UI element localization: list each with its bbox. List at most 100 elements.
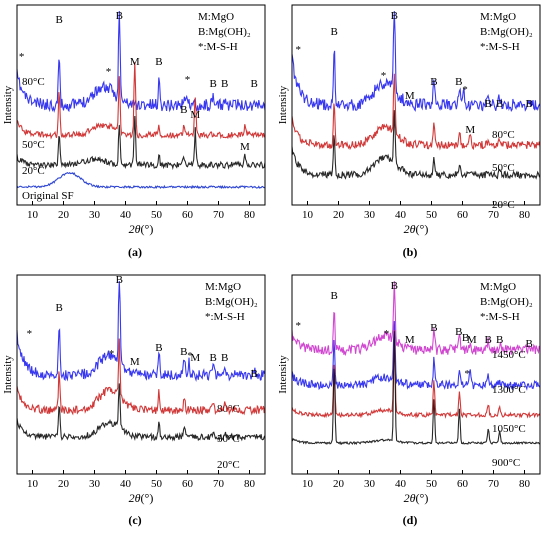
x-tick-label: 70 xyxy=(213,209,225,221)
peak-marker: B xyxy=(155,342,162,354)
legend-entry: M:MgO xyxy=(205,281,241,293)
series-label: 50°C xyxy=(492,162,515,174)
legend-entry: B:Mg(OH)₂ xyxy=(480,26,533,38)
series-line-3 xyxy=(16,171,266,190)
series-line-2 xyxy=(16,383,266,442)
series-label: 1300°C xyxy=(492,384,526,396)
x-tick-label: 60 xyxy=(457,478,469,490)
xrd-panel-c: 80°C50°C20°C10 20 30 40 50 60 70 80Intensity2θ(… xyxy=(2,274,266,527)
peak-marker: B xyxy=(485,98,492,110)
peak-marker: * xyxy=(109,348,115,360)
series-line-2 xyxy=(291,110,541,180)
x-tick-label: 50 xyxy=(151,209,163,221)
peak-marker: M xyxy=(405,334,415,346)
x-tick-label: 40 xyxy=(120,209,132,221)
x-tick-label: 60 xyxy=(182,478,194,490)
legend-entry: B:Mg(OH)₂ xyxy=(480,296,533,308)
peak-marker: * xyxy=(27,328,33,340)
peak-marker: B xyxy=(221,78,228,90)
series-line-0 xyxy=(16,280,266,383)
series-label: 80°C xyxy=(22,76,45,88)
peak-marker: M xyxy=(190,352,200,364)
series-label: 20°C xyxy=(22,165,45,177)
x-tick-label: 10 xyxy=(302,478,314,490)
peak-marker: B xyxy=(155,56,162,68)
peak-marker: B xyxy=(55,302,62,314)
x-tick-label: 30 xyxy=(364,478,376,490)
series-line-0 xyxy=(291,10,541,112)
peak-marker: M xyxy=(240,141,250,153)
x-tick-label: 80 xyxy=(519,478,531,490)
x-axis-label: 2θ(°) xyxy=(129,491,154,505)
peak-marker: B xyxy=(455,76,462,88)
x-tick-label: 10 xyxy=(27,209,39,221)
series-line-2 xyxy=(16,115,266,171)
plot-frame xyxy=(16,274,266,475)
xrd-panel-b: 80°C50°C20°C10 20 30 40 50 60 70 80Intensity2θ(… xyxy=(277,4,541,259)
plot-frame xyxy=(16,4,266,206)
peak-marker: B xyxy=(250,78,257,90)
series-line-1 xyxy=(16,62,266,140)
legend-entry: M:MgO xyxy=(480,11,516,23)
peak-marker: M xyxy=(467,334,477,346)
x-tick-label: 50 xyxy=(426,478,438,490)
peak-marker: B xyxy=(455,326,462,338)
peak-marker: B xyxy=(485,334,492,346)
peak-marker: B xyxy=(391,10,398,22)
peak-marker: * xyxy=(381,70,387,82)
peak-marker: * xyxy=(295,320,301,332)
series-line-3 xyxy=(291,331,541,446)
y-axis-label: Intensity xyxy=(277,85,289,124)
peak-marker: B xyxy=(330,26,337,38)
legend-entry: *:M-S-H xyxy=(480,311,520,323)
panel-caption: (b) xyxy=(403,245,418,259)
peak-marker: B xyxy=(391,280,398,292)
x-tick-label: 80 xyxy=(519,209,531,221)
peak-marker: M xyxy=(130,56,140,68)
peak-marker: B xyxy=(525,338,532,350)
x-tick-label: 20 xyxy=(58,209,70,221)
series-line-0 xyxy=(16,10,266,113)
x-axis-label: 2θ(°) xyxy=(404,491,429,505)
x-tick-label: 30 xyxy=(364,209,376,221)
peak-marker: B xyxy=(55,14,62,26)
series-label: 1050°C xyxy=(492,423,526,435)
peak-marker: * xyxy=(106,66,112,78)
plot-frame xyxy=(291,4,541,206)
x-tick-label: 50 xyxy=(151,478,163,490)
panel-caption: (d) xyxy=(403,513,418,527)
series-label: Original SF xyxy=(22,190,74,202)
x-tick-label: 70 xyxy=(488,209,500,221)
x-tick-label: 30 xyxy=(89,209,101,221)
series-label: 80°C xyxy=(492,129,515,141)
series-label: 20°C xyxy=(217,459,240,471)
peak-marker: B xyxy=(210,78,217,90)
x-axis-label: 2θ(°) xyxy=(129,222,154,236)
peak-marker: B xyxy=(116,10,123,22)
x-tick-label: 20 xyxy=(58,478,70,490)
series-line-1 xyxy=(16,338,266,416)
series-label: 50°C xyxy=(22,139,45,151)
peak-marker: B xyxy=(210,352,217,364)
panel-caption: (a) xyxy=(128,245,142,259)
x-tick-label: 40 xyxy=(395,209,407,221)
series-line-1 xyxy=(291,320,541,391)
panel-caption: (c) xyxy=(128,513,141,527)
x-tick-label: 70 xyxy=(488,478,500,490)
x-tick-label: 50 xyxy=(426,209,438,221)
x-tick-label: 80 xyxy=(244,478,256,490)
peak-marker: * xyxy=(462,84,468,96)
x-tick-label: 10 xyxy=(27,478,39,490)
peak-marker: M xyxy=(465,124,475,136)
x-tick-label: 40 xyxy=(120,478,132,490)
x-tick-label: 20 xyxy=(333,209,345,221)
x-tick-label: 40 xyxy=(395,478,407,490)
peak-marker: B xyxy=(180,104,187,116)
legend-entry: *:M-S-H xyxy=(205,311,245,323)
plot-frame xyxy=(291,274,541,475)
peak-marker: * xyxy=(187,350,193,362)
peak-marker: * xyxy=(464,368,470,380)
legend-entry: B:Mg(OH)₂ xyxy=(198,26,251,38)
peak-marker: B xyxy=(496,334,503,346)
